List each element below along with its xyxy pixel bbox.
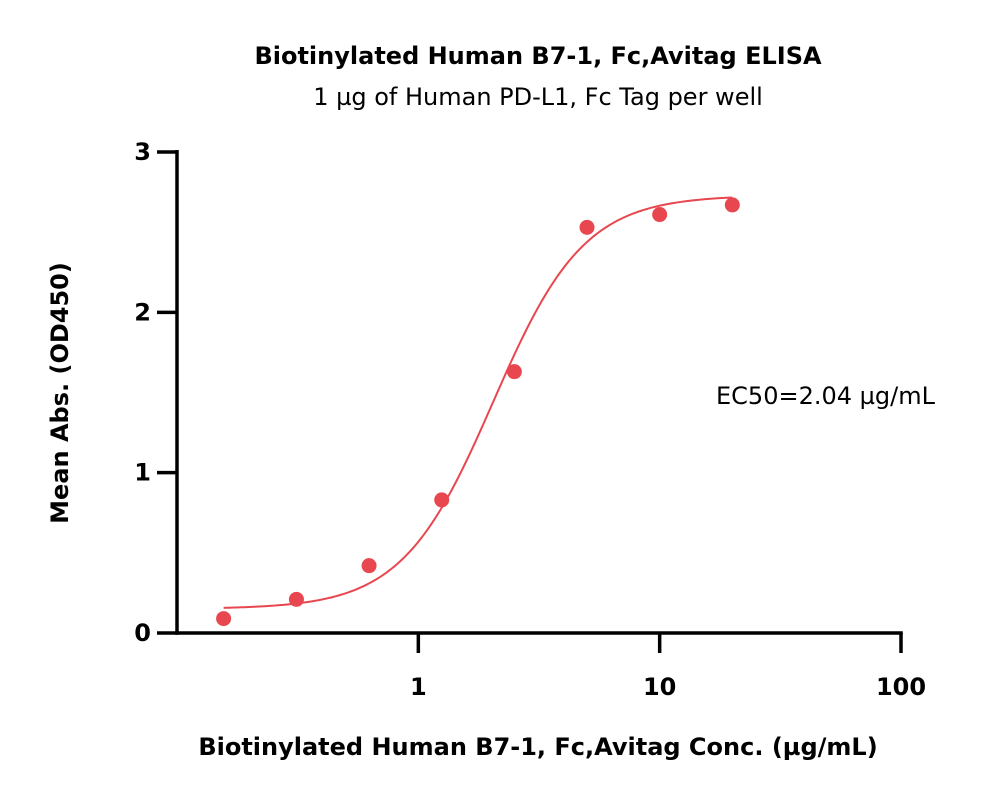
data-point bbox=[216, 611, 232, 627]
fit-curve-layer bbox=[223, 196, 733, 609]
data-points bbox=[216, 197, 740, 627]
y-tick-label: 1 bbox=[134, 459, 151, 487]
y-axis-label: Mean Abs. (OD450) bbox=[46, 262, 74, 524]
axes bbox=[175, 150, 903, 635]
x-tick-label: 100 bbox=[876, 673, 926, 701]
data-point bbox=[506, 364, 522, 380]
fit-curve bbox=[223, 196, 733, 609]
ticks: 0 1 2 3 1 10 100 bbox=[134, 138, 926, 701]
chart-title: Biotinylated Human B7-1, Fc,Avitag ELISA bbox=[254, 42, 822, 70]
y-tick-label: 3 bbox=[134, 138, 151, 166]
data-point bbox=[579, 219, 595, 235]
y-tick-label: 0 bbox=[134, 619, 151, 647]
x-tick-label: 10 bbox=[643, 673, 676, 701]
data-point bbox=[724, 197, 740, 213]
data-point bbox=[434, 492, 450, 508]
data-point bbox=[288, 591, 304, 607]
x-axis-label: Biotinylated Human B7-1, Fc,Avitag Conc.… bbox=[198, 733, 877, 761]
data-point bbox=[652, 207, 668, 223]
y-tick-label: 2 bbox=[134, 298, 151, 326]
x-tick-label: 1 bbox=[410, 673, 427, 701]
chart-subtitle: 1 µg of Human PD-L1, Fc Tag per well bbox=[313, 83, 763, 111]
data-point bbox=[361, 558, 377, 574]
ec50-annotation: EC50=2.04 µg/mL bbox=[716, 382, 936, 410]
